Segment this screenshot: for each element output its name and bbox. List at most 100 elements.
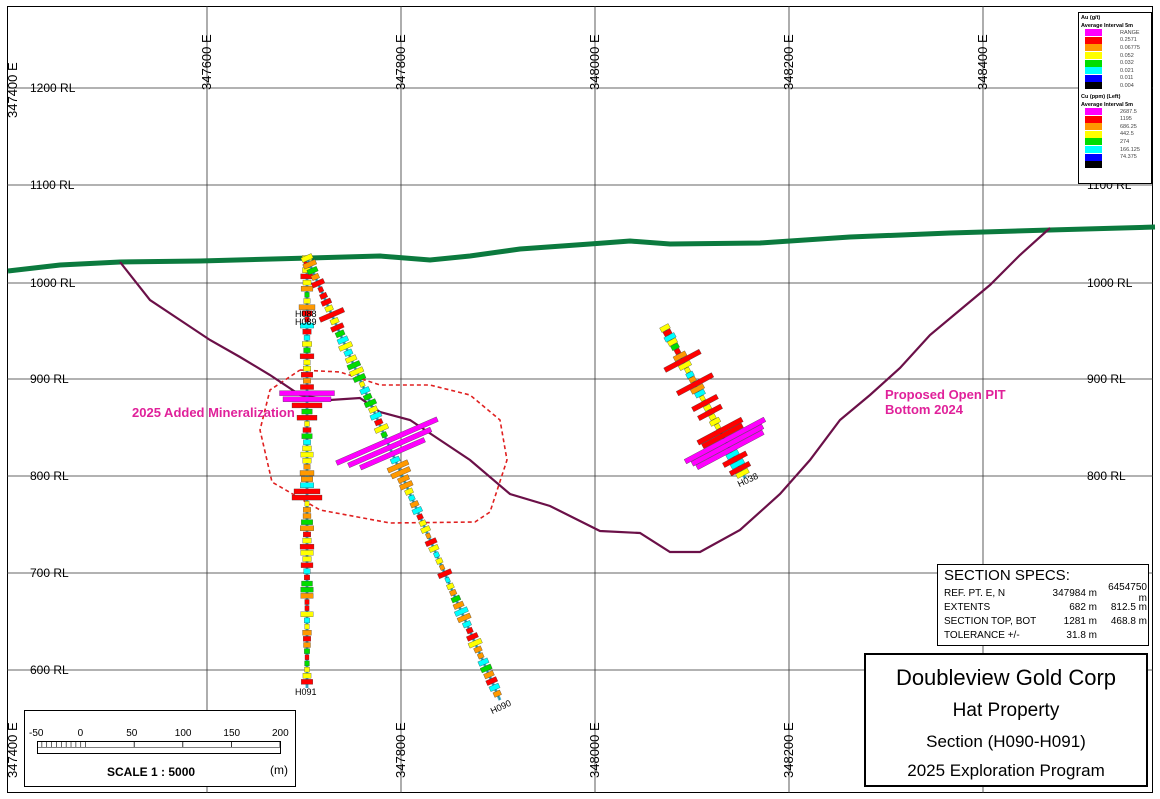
rl-label-right: 900 RL [1087,372,1126,386]
hole-h038-cu-interval [678,360,692,371]
easting-label-bottom: 348000 E [587,722,602,778]
hole-h090-cu-interval [363,398,378,409]
hole-h091-cu-interval [302,673,312,679]
legend-color-swatch [1085,36,1102,44]
hole-h090-cu-interval [492,689,502,698]
hole-h091-cu-interval [303,359,311,366]
hole-h038-cu-interval [663,332,677,343]
hole-h090-cu-interval [318,307,345,323]
legend-value: 686.25 [1120,123,1137,130]
hole-h038-cu-interval [722,450,748,468]
spec-value-a: 347984 m [1052,587,1097,599]
legend-color-swatch [1085,146,1102,154]
legend-color-swatch [1085,44,1102,52]
hole-h091-cu-interval [301,408,313,415]
hole-h091-cu-interval [304,421,310,427]
hole-h091-cu-interval [304,660,310,667]
hole-h091-cu-interval [301,433,313,439]
hole-h090-cu-interval [418,519,427,527]
hole-h091-cu-interval [304,501,310,507]
hole-h090-cu-interval [380,431,388,439]
hole-h038-cu-interval [683,366,692,374]
hole-h090-cu-interval [454,606,469,617]
hole-h090-cu-interval [485,676,499,686]
hole-h091-cu-interval [303,568,311,574]
hole-h091-cu-interval [300,384,314,390]
scale-tick-label: 200 [272,728,289,739]
legend-swatch-row: 0.021 [1079,67,1151,75]
hole-label-h091: H091 [295,687,317,697]
hole-h091-cu-interval [304,599,310,605]
hole-h091-cu-interval [298,304,316,310]
added-mineralization-label: 2025 Added Mineralization [132,405,295,420]
legend-swatch-row: 0.052 [1079,52,1151,60]
hole-h090-cu-interval [329,317,340,326]
legend-swatch-row: RANGE [1079,29,1151,37]
drill-holes [279,253,767,701]
hole-h090-cu-interval [452,600,465,610]
legend-color-swatch [1085,115,1102,123]
legend-color-swatch [1085,108,1102,116]
cu-legend-subtitle: Average Interval 5m [1081,101,1134,108]
hole-h091-cu-interval [303,365,311,372]
hole-h038-cu-interval [699,394,706,402]
legend-swatch-row: 0.06775 [1079,44,1151,52]
pit-outline [119,227,1051,554]
hole-h091-cu-interval [302,427,312,433]
hole-h090-cu-interval [373,423,390,434]
spec-label: REF. PT. E, N [944,587,1006,599]
rl-label-right: 1000 RL [1087,276,1133,290]
hole-h090-cu-interval [424,537,438,547]
hole-h091-cu-interval [302,458,312,464]
hole-h091-cu-interval [300,550,314,556]
topography-line [7,224,1156,274]
hole-h090-cu-interval [425,532,432,540]
legend-value: 0.004 [1120,82,1134,89]
legend-color-swatch [1085,67,1102,75]
hole-h038-cu-interval [659,323,671,333]
hole-h091-cu-interval [304,316,310,323]
legend-swatch-row: 1195 [1079,115,1151,123]
hole-h091-cu-interval [300,451,314,458]
hole-h038-cu-interval [729,458,746,470]
hole-h038-cu-interval [725,449,740,460]
legend-color-swatch [1085,138,1102,146]
spec-label: TOLERANCE +/- [944,629,1020,641]
hole-h091-cu-interval [299,470,315,476]
legend-value: 2687.5 [1120,108,1137,115]
hole-h091-cu-interval [304,617,310,624]
hole-h090-cu-interval [369,411,383,421]
legend-swatch-row: 2687.5 [1079,108,1151,116]
legend-swatch-row: 686.25 [1079,123,1151,131]
hole-h090-cu-interval [456,612,472,624]
legend-color-swatch [1085,153,1102,161]
scale-tick-label: 150 [223,728,241,739]
legend-color-swatch [1085,59,1102,67]
hole-h038-cu-interval [663,348,702,373]
legend-value: 442.5 [1120,131,1134,138]
legend-value: 0.021 [1120,67,1134,74]
legend-swatch-row: 442.5 [1079,130,1151,139]
hole-h091-cu-interval [301,476,313,482]
legend-value: 0.052 [1120,52,1134,59]
hole-h090-cu-interval [317,286,325,293]
added-mineralization-outline [259,369,508,524]
legend-color-swatch [1085,82,1102,90]
hole-h090-cu-interval [347,426,433,468]
hole-h090-cu-interval [349,366,365,377]
hole-h091-cu-interval [304,574,310,581]
hole-h091-cu-interval [302,279,312,286]
hole-h091-cu-interval [304,292,310,298]
hole-h038-cu-interval [683,416,767,465]
hole-h038-cu-interval [672,350,688,362]
easting-label: 348000 E [587,34,602,90]
scale-tick-label: -50 [29,728,44,739]
company-name: Doubleview Gold Corp [895,665,1117,690]
legend-swatch-row: 74.375 [1079,153,1151,161]
hole-h090-cu-interval [435,557,444,565]
legend-swatch-row: 0.032 [1079,59,1151,67]
scale-label: SCALE 1 : 5000 [107,765,196,779]
hole-h090-cu-interval [343,348,354,357]
legend-color-swatch [1085,161,1102,169]
hole-h091-cu-interval [300,482,314,488]
